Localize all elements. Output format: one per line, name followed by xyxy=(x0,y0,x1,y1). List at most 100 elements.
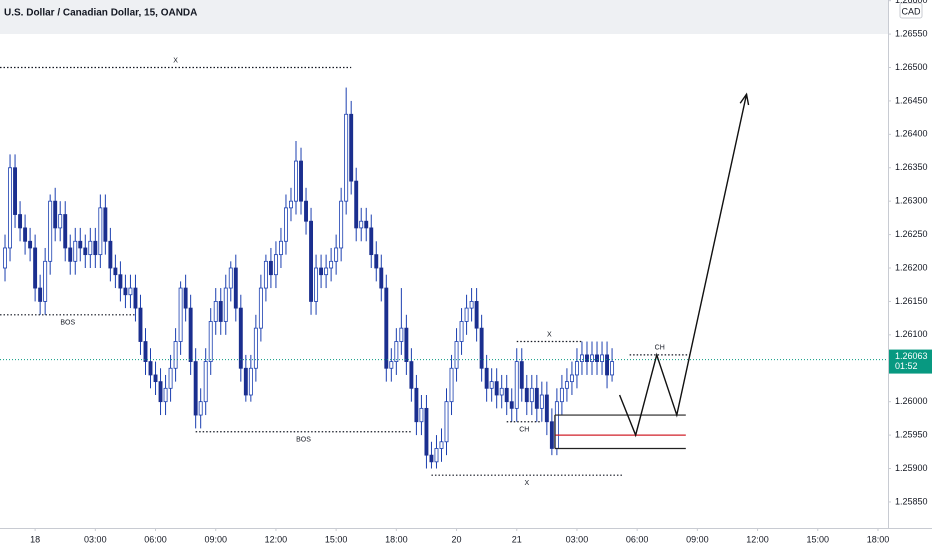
candle-body xyxy=(138,307,143,342)
candle-body xyxy=(484,367,489,389)
candle-body xyxy=(524,387,529,403)
candle-body xyxy=(414,387,419,423)
candle-body xyxy=(444,401,449,443)
candle-body xyxy=(309,220,314,302)
candle-body xyxy=(469,301,474,309)
x-tick-label: 09:00 xyxy=(204,534,227,544)
candle-body xyxy=(8,167,12,249)
candle-body xyxy=(314,267,319,302)
candle-body xyxy=(379,267,384,289)
candle-body xyxy=(238,307,243,369)
x-tick-label: 21 xyxy=(512,534,522,544)
candle-body xyxy=(585,354,589,362)
candle-body xyxy=(28,240,33,249)
x-tick-label: 20 xyxy=(452,534,462,544)
candle-body xyxy=(529,387,534,403)
candle-body xyxy=(183,287,188,309)
x-tick-label: 18:00 xyxy=(867,534,890,544)
candle-body xyxy=(33,247,38,289)
candle-body xyxy=(389,361,394,369)
candle-body xyxy=(123,287,128,296)
annotation-label: X xyxy=(524,480,529,487)
candle-body xyxy=(53,200,58,229)
candle-body xyxy=(243,367,248,396)
candle-body xyxy=(143,341,148,362)
x-tick-label: 12:00 xyxy=(265,534,288,544)
candle-body xyxy=(344,113,349,202)
candle-body xyxy=(258,287,263,329)
candle-body xyxy=(564,381,569,389)
x-tick-label: 12:00 xyxy=(746,534,769,544)
y-tick-label: 1.26400 xyxy=(895,129,928,139)
candle-body xyxy=(158,381,163,403)
candle-body xyxy=(163,387,168,403)
candle-body xyxy=(374,254,379,269)
candle-body xyxy=(289,200,293,209)
candle-body xyxy=(68,247,73,262)
candle-body xyxy=(504,387,509,403)
candle-body xyxy=(173,341,178,369)
candle-body xyxy=(519,361,524,389)
candle-body xyxy=(464,307,469,322)
candle-body xyxy=(339,200,344,249)
candle-body xyxy=(489,381,494,389)
candle-body xyxy=(544,394,549,423)
x-tick-label: 15:00 xyxy=(806,534,829,544)
candle-body xyxy=(178,287,183,342)
candle-body xyxy=(58,214,63,229)
y-tick-label: 1.26200 xyxy=(895,262,928,272)
candle-body xyxy=(78,240,83,249)
candle-body xyxy=(449,367,454,403)
candle-body xyxy=(278,240,283,256)
candle-body xyxy=(128,287,133,296)
candle-body xyxy=(304,200,308,222)
currency-label: CAD xyxy=(901,6,921,16)
candle-body xyxy=(83,247,88,256)
candle-body xyxy=(294,160,298,202)
candle-body xyxy=(188,307,193,362)
last-price-box xyxy=(889,349,932,374)
annotation-label: BOS xyxy=(296,437,311,444)
candle-body xyxy=(133,287,138,309)
x-tick-label: 18:00 xyxy=(385,534,408,544)
candle-body xyxy=(424,407,429,456)
candle-body xyxy=(349,113,354,182)
candle-body xyxy=(354,180,359,229)
candle-body xyxy=(299,160,303,202)
candle-body xyxy=(605,354,610,376)
candle-body xyxy=(369,227,374,256)
y-tick-label: 1.26600 xyxy=(895,0,928,5)
candle-body xyxy=(213,301,218,322)
candle-body xyxy=(595,354,599,362)
candle-body xyxy=(559,387,564,403)
candle-body xyxy=(319,267,324,276)
y-tick-label: 1.26100 xyxy=(895,329,928,339)
candle-body xyxy=(263,260,268,289)
x-tick-label: 06:00 xyxy=(144,534,167,544)
candle-body xyxy=(539,394,544,409)
x-tick-label: 09:00 xyxy=(686,534,709,544)
candle-body xyxy=(48,200,53,262)
candle-body xyxy=(233,267,238,309)
candle-body xyxy=(394,341,399,362)
y-tick-label: 1.25950 xyxy=(895,429,928,439)
candle-body xyxy=(364,220,369,229)
candle-body xyxy=(113,267,118,276)
candle-body xyxy=(329,260,334,269)
candle-body xyxy=(514,361,519,409)
candle-body xyxy=(479,327,484,369)
candle-body xyxy=(284,207,288,242)
annotation-label: X xyxy=(173,57,178,64)
chart-title: U.S. Dollar / Canadian Dollar, 15, OANDA xyxy=(4,8,197,19)
candle-body xyxy=(118,274,123,289)
candle-body xyxy=(148,361,153,376)
y-tick-label: 1.26300 xyxy=(895,196,928,206)
last-price-label: 1.26063 xyxy=(895,351,928,361)
candle-body xyxy=(13,167,18,215)
x-tick-label: 18 xyxy=(30,534,40,544)
annotation-label: CH xyxy=(655,345,665,352)
candle-body xyxy=(88,240,93,256)
candle-body xyxy=(3,247,7,269)
y-tick-label: 1.26000 xyxy=(895,396,928,406)
candle-body xyxy=(218,301,223,322)
